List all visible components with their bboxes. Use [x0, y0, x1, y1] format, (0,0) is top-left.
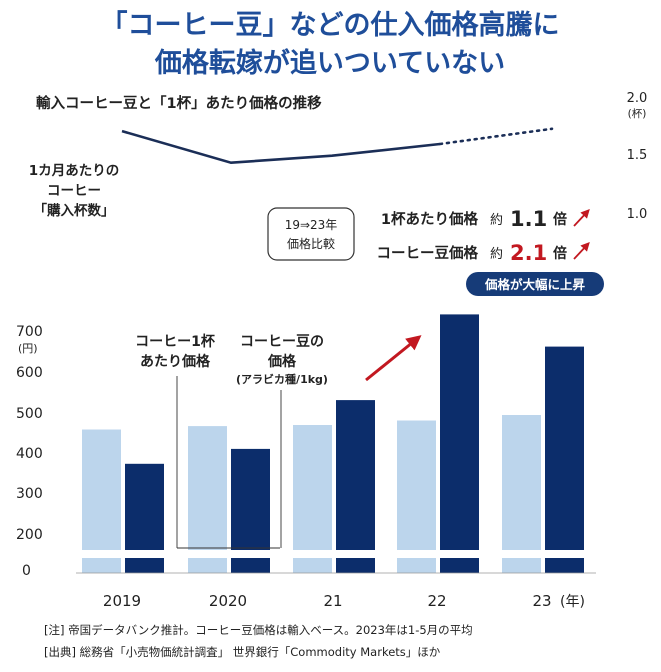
line-chart-y-ticks: 2.0 (杯) 1.5 1.0	[627, 91, 648, 222]
comparison-box: 19⇒23年 価格比較	[267, 207, 355, 261]
legend-bean-note: (アラビカ種/1kg)	[236, 372, 328, 386]
bar-x-label: 23	[532, 592, 551, 610]
comparison-label: 1杯あたり価格	[381, 210, 479, 228]
comparison-value: 1.1	[510, 207, 547, 231]
bar-y-unit: (円)	[18, 342, 38, 355]
legend-bean-line1: コーヒー豆の	[240, 334, 324, 350]
source-text: [出典] 総務省「小売物価統計調査」 世界銀行「Commodity Market…	[44, 645, 441, 659]
bar-cup-price	[293, 425, 332, 573]
headline-line2: 価格転嫁が追いついていない	[154, 47, 505, 79]
legend-bean-line2: 価格	[267, 353, 297, 370]
badge-pill	[466, 272, 604, 296]
line-series	[121, 127, 554, 165]
price-rise-badge: 価格が大幅に上昇	[466, 272, 604, 296]
bar-cup-price	[188, 426, 227, 573]
line-series-solid	[121, 129, 441, 165]
comparison-row-cup: 1杯あたり価格 約 1.1 倍	[381, 207, 590, 231]
legend-cup: コーヒー1杯 あたり価格	[135, 333, 280, 549]
headline-line1: 「コーヒー豆」などの仕入価格高騰に	[101, 9, 560, 41]
bar-y-tick: 600	[16, 365, 43, 381]
line-y-tick: 2.0	[627, 91, 648, 106]
line-y-tick: 1.0	[627, 207, 648, 222]
line-series-dotted	[438, 127, 554, 146]
badge-text: 価格が大幅に上昇	[484, 277, 586, 292]
comparison-prefix: 約	[490, 213, 503, 228]
legend-cup-line2: あたり価格	[140, 353, 211, 370]
bar-cup-price	[82, 429, 121, 573]
bar-x-labels: 2019 2020 21 22 23	[103, 592, 552, 610]
bar-x-label: 2019	[103, 592, 141, 610]
comparison-box-line2: 価格比較	[287, 236, 335, 251]
legend-bean: コーヒー豆の 価格 (アラビカ種/1kg)	[236, 334, 328, 548]
comparison-suffix: 倍	[553, 211, 567, 228]
comparison-suffix: 倍	[553, 245, 567, 262]
line-chart-title: 輸入コーヒー豆と「1杯」あたり価格の推移	[36, 94, 322, 112]
axis-break-band	[76, 550, 596, 558]
bar-chart-y-ticks: 700 (円) 600 500 400 300 200 0	[16, 324, 43, 579]
ylabel-line1: 1カ月あたりの	[29, 163, 119, 179]
comparison-prefix: 約	[490, 247, 503, 262]
bar-x-label: 21	[323, 592, 342, 610]
bar-bean-price	[336, 400, 375, 573]
bar-y-tick: 500	[16, 406, 43, 422]
bar-y-tick: 200	[16, 527, 43, 543]
bar-y-tick: 0	[22, 563, 31, 579]
ylabel-line2: コーヒー	[47, 183, 101, 199]
line-chart-ylabel: 1カ月あたりの コーヒー 「購入杯数」	[29, 163, 119, 219]
ylabel-line3: 「購入杯数」	[34, 202, 115, 219]
comparison-box-frame	[267, 207, 355, 261]
line-y-tick: 1.5	[627, 148, 648, 163]
bar-y-tick: 300	[16, 486, 43, 502]
bar-bean-price	[545, 346, 584, 573]
bar-cup-price	[397, 420, 436, 573]
legend-cup-line1: コーヒー1杯	[135, 333, 216, 350]
bar-y-tick: 400	[16, 446, 43, 462]
note-text: [注] 帝国データバンク推計。コーヒー豆価格は輸入ベース。2023年は1-5月の…	[44, 623, 473, 637]
bar-bean-price	[440, 314, 479, 573]
comparison-label: コーヒー豆価格	[377, 244, 479, 262]
bar-cup-price	[502, 415, 541, 573]
up-arrow-icon	[573, 209, 590, 227]
comparison-box-line1: 19⇒23年	[285, 218, 338, 232]
rise-arrow-icon	[365, 335, 422, 382]
up-arrow-icon	[573, 242, 590, 260]
comparison-row-bean: コーヒー豆価格 約 2.1 倍	[377, 241, 590, 265]
bar-y-tick: 700	[16, 324, 43, 340]
comparison-value: 2.1	[510, 241, 547, 265]
bar-x-label: 22	[427, 592, 446, 610]
line-y-unit: (杯)	[628, 107, 647, 120]
bar-x-label: 2020	[209, 592, 247, 610]
x-unit: (年)	[560, 594, 585, 610]
